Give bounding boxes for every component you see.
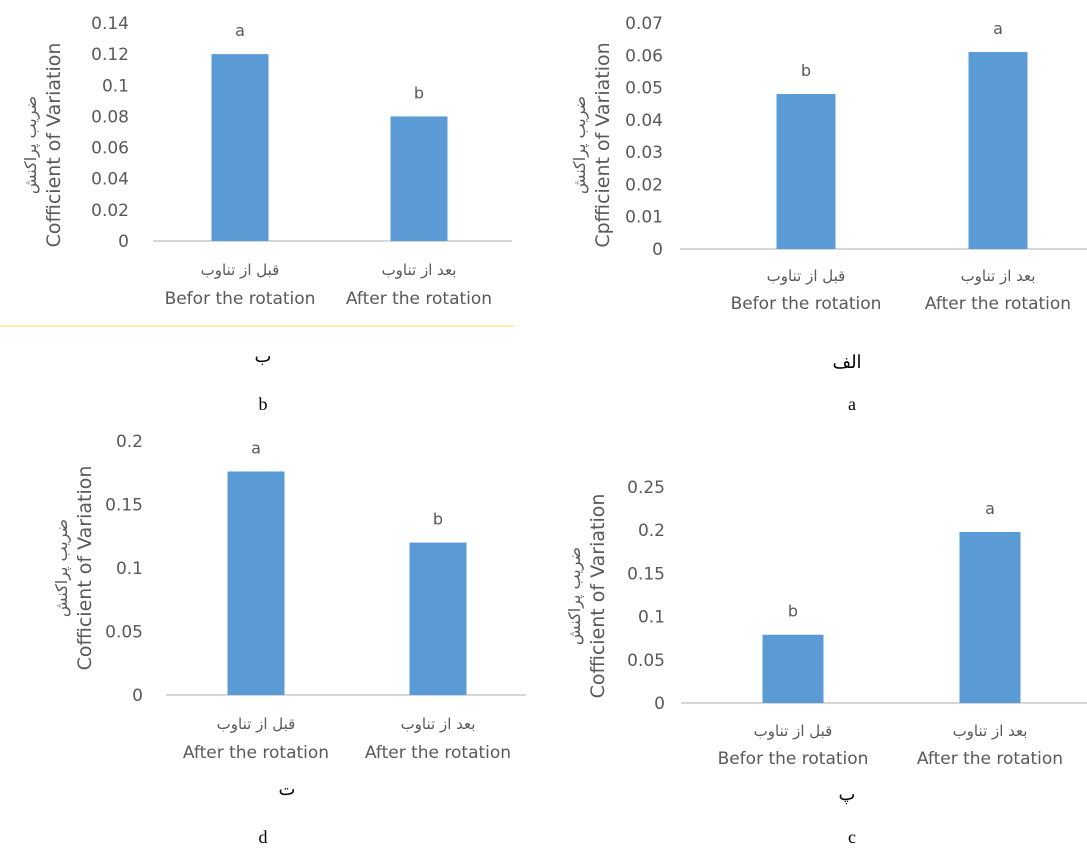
y-tick-label: 0 (652, 240, 663, 260)
y-axis-title-fa: ضریب پراکنش (570, 96, 590, 194)
y-axis-title: ضریب پراکنش Cofficient of Variation (565, 494, 609, 699)
y-tick-label: 0.06 (625, 46, 663, 66)
y-axis-title-fa: ضریب پراکنش (565, 547, 585, 645)
y-axis-title-en: Cofficient of Variation (43, 43, 65, 248)
y-tick-label: 0.12 (91, 45, 129, 65)
y-axis-title: ضریب پراکنش Cofficient of Variation (21, 43, 65, 248)
chart-b: 0 0.02 0.04 0.06 0.08 0.1 0.12 0.14 a قبل از تناو… (21, 14, 512, 414)
significance-letter: b (433, 510, 443, 529)
category-label-fa: بعد از تناوب (401, 715, 476, 733)
y-axis-title-en: Cofficient of Variation (74, 466, 96, 671)
bar (776, 94, 836, 250)
panel-letter-latin: b (259, 394, 268, 414)
y-tick-label: 0.14 (91, 14, 129, 34)
y-axis-title: ضریب پراکنش Cpfficient of Variation (570, 42, 614, 247)
bar (959, 531, 1021, 703)
significance-letter: b (788, 602, 798, 621)
chart-d: 0 0.05 0.1 0.15 0.2 a قبل از تناوب After the ro… (52, 432, 526, 847)
y-tick-label: 0.04 (91, 170, 129, 190)
bar (762, 634, 824, 703)
category-label-fa: قبل از تناوب (767, 267, 846, 285)
y-tick-label: 0 (118, 232, 129, 252)
y-tick-label: 0 (132, 686, 143, 706)
y-axis-title-fa: ضریب پراکنش (52, 519, 72, 617)
y-tick-label: 0.2 (116, 432, 143, 452)
significance-letter: b (801, 61, 811, 80)
bar (227, 471, 285, 695)
bar (968, 52, 1028, 249)
chart-c: 0 0.05 0.1 0.15 0.2 0.25 b قبل از تناوب Befor th… (565, 478, 1087, 847)
category-label-en: Befor the rotation (718, 749, 869, 769)
category-label-en: After the rotation (365, 743, 511, 763)
significance-letter: a (251, 438, 261, 457)
panel-letter-latin: a (848, 394, 856, 414)
category-label-en: After the rotation (183, 743, 329, 763)
chart-a: 0 0.01 0.02 0.03 0.04 0.05 0.06 0.07 b قبل از تنا… (570, 14, 1087, 414)
y-tick-label: 0.02 (625, 175, 663, 195)
bar (211, 54, 269, 242)
y-tick-label: 0.01 (625, 208, 663, 228)
y-axis-title-en: Cofficient of Variation (587, 494, 609, 699)
significance-letter: a (235, 21, 245, 40)
category-label-fa: قبل از تناوب (201, 261, 280, 279)
bar (390, 116, 448, 241)
y-tick-label: 0.15 (105, 496, 143, 516)
category-label-en: After the rotation (917, 749, 1063, 769)
category-label-fa: قبل از تناوب (754, 722, 833, 740)
panel-letter-fa: ب (255, 346, 272, 366)
y-tick-label: 0.02 (91, 201, 129, 221)
y-tick-label: 0.04 (625, 111, 663, 131)
y-tick-label: 0.25 (627, 478, 665, 498)
y-tick-label: 0.07 (625, 14, 663, 34)
category-label-en: After the rotation (925, 294, 1071, 314)
y-tick-label: 0 (654, 694, 665, 714)
panel-letter-latin: d (259, 827, 268, 847)
significance-letter: a (985, 499, 995, 518)
category-label-fa: بعد از تناوب (382, 261, 457, 279)
category-label-fa: قبل از تناوب (217, 715, 296, 733)
y-axis-title-en: Cpfficient of Variation (592, 42, 614, 247)
y-tick-label: 0.03 (625, 143, 663, 163)
category-label-en: Befor the rotation (731, 294, 882, 314)
panel-letter-fa: پ (839, 784, 856, 805)
significance-letter: b (414, 83, 424, 102)
y-tick-label: 0.1 (638, 608, 665, 628)
category-label-en: Befor the rotation (165, 289, 316, 309)
category-label-fa: بعد از تناوب (961, 267, 1036, 285)
significance-letter: a (993, 19, 1003, 38)
y-tick-label: 0.1 (102, 76, 129, 96)
panel-letter-latin: c (848, 827, 856, 847)
y-tick-label: 0.05 (627, 651, 665, 671)
y-axis-title-fa: ضریب پراکنش (21, 96, 41, 194)
y-tick-label: 0.08 (91, 107, 129, 127)
category-label-en: After the rotation (346, 289, 492, 309)
bar (409, 542, 467, 695)
y-tick-label: 0.15 (627, 564, 665, 584)
panel-letter-fa: الف (832, 352, 861, 372)
category-label-fa: بعد از تناوب (953, 722, 1028, 740)
y-tick-label: 0.1 (116, 559, 143, 579)
y-axis-title: ضریب پراکنش Cofficient of Variation (52, 466, 96, 671)
panel-letter-fa: ت (279, 779, 296, 799)
y-tick-label: 0.06 (91, 139, 129, 159)
y-tick-label: 0.05 (625, 79, 663, 99)
y-tick-label: 0.05 (105, 623, 143, 643)
y-tick-label: 0.2 (638, 521, 665, 541)
